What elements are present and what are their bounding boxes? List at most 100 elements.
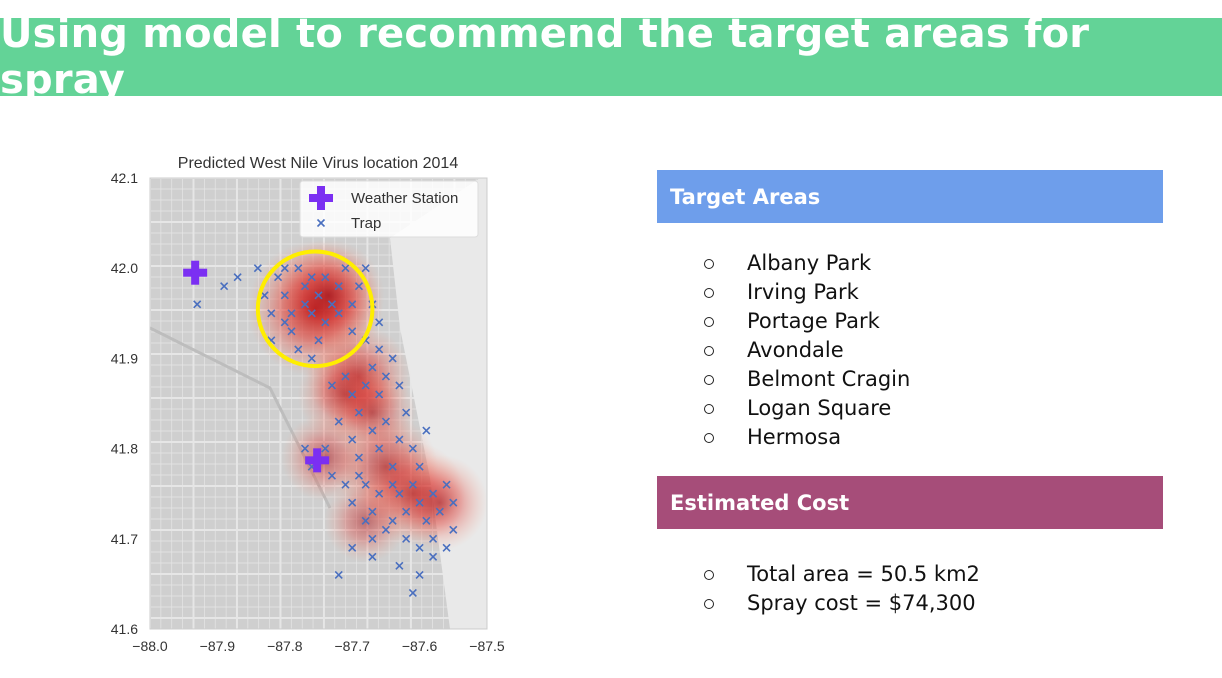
trap-point bbox=[368, 426, 377, 435]
trap-stroke bbox=[361, 516, 370, 525]
trap-stroke bbox=[321, 318, 330, 327]
plot-frame bbox=[149, 177, 488, 630]
weather-station-markers bbox=[183, 260, 330, 473]
trap-point bbox=[429, 489, 438, 498]
trap-stroke bbox=[368, 363, 377, 372]
x-tick-label: −87.5 bbox=[469, 638, 505, 654]
trap-stroke bbox=[348, 498, 357, 507]
trap-point bbox=[260, 291, 269, 300]
trap-point bbox=[348, 390, 357, 399]
trap-point bbox=[348, 327, 357, 336]
trap-stroke bbox=[449, 525, 458, 534]
trap-point bbox=[287, 327, 296, 336]
trap-point bbox=[395, 489, 404, 498]
trap-point bbox=[402, 408, 411, 417]
plot-area bbox=[150, 178, 487, 629]
trap-point bbox=[300, 300, 310, 309]
cost-item-spray-cost: Spray cost = $74,300 bbox=[657, 589, 1163, 618]
y-tick-label: 41.8 bbox=[111, 441, 138, 457]
trap-stroke bbox=[415, 543, 424, 552]
trap-point bbox=[348, 435, 357, 444]
trap-point bbox=[388, 462, 397, 471]
trap-point bbox=[429, 552, 438, 561]
trap-point bbox=[321, 318, 330, 327]
station-bar bbox=[313, 448, 322, 473]
trap-point bbox=[442, 543, 451, 552]
trap-point bbox=[334, 570, 343, 579]
trap-point bbox=[449, 525, 458, 534]
trap-point bbox=[273, 273, 283, 282]
trap-stroke bbox=[341, 372, 350, 381]
trap-stroke bbox=[415, 462, 424, 471]
trap-stroke bbox=[442, 543, 451, 552]
trap-stroke bbox=[334, 282, 343, 291]
trap-stroke bbox=[361, 480, 370, 489]
trap-point bbox=[361, 516, 370, 525]
trap-stroke bbox=[307, 309, 316, 318]
trap-point bbox=[300, 444, 310, 453]
legend-weather-station-icon bbox=[309, 186, 333, 210]
title-banner: Using model to recommend the target area… bbox=[0, 11, 1222, 103]
trap-stroke bbox=[334, 417, 343, 426]
trap-stroke bbox=[415, 498, 424, 507]
trap-stroke bbox=[233, 273, 242, 282]
trap-point bbox=[300, 282, 310, 291]
trap-point bbox=[354, 471, 364, 480]
trap-stroke bbox=[327, 381, 337, 390]
trap-stroke bbox=[402, 408, 411, 417]
trap-stroke bbox=[321, 273, 330, 282]
trap-point bbox=[422, 426, 431, 435]
trap-stroke bbox=[280, 264, 289, 273]
weather-station-point bbox=[183, 260, 208, 285]
trap-point bbox=[415, 498, 424, 507]
x-tick-label: −88.0 bbox=[132, 638, 168, 654]
trap-point bbox=[388, 480, 397, 489]
trap-stroke bbox=[402, 507, 411, 516]
x-tick-label: −87.8 bbox=[267, 638, 303, 654]
trap-point bbox=[375, 390, 384, 399]
trap-stroke bbox=[307, 273, 316, 282]
trap-point bbox=[341, 372, 350, 381]
trap-point bbox=[294, 264, 303, 273]
trap-point bbox=[368, 363, 377, 372]
trap-point bbox=[381, 372, 390, 381]
trap-point bbox=[307, 354, 316, 363]
trap-stroke bbox=[375, 318, 384, 327]
trap-point bbox=[408, 588, 417, 597]
trap-stroke bbox=[449, 498, 458, 507]
trap-stroke bbox=[402, 534, 411, 543]
trap-stroke bbox=[287, 309, 296, 318]
trap-stroke bbox=[327, 471, 337, 480]
trap-point bbox=[233, 273, 242, 282]
trap-point bbox=[381, 417, 390, 426]
trap-stroke bbox=[375, 444, 384, 453]
trap-point bbox=[354, 408, 364, 417]
trap-stroke bbox=[368, 507, 377, 516]
x-tick-label: −87.7 bbox=[334, 638, 370, 654]
trap-stroke bbox=[280, 318, 289, 327]
trap-stroke bbox=[422, 516, 431, 525]
trap-stroke bbox=[193, 300, 202, 309]
trap-point bbox=[442, 480, 451, 489]
y-tick-label: 41.7 bbox=[111, 531, 138, 547]
trap-stroke bbox=[348, 390, 357, 399]
wnv-prediction-map: Predicted West Nile Virus location 2014 … bbox=[111, 155, 505, 654]
target-areas-header: Target Areas bbox=[657, 170, 1163, 223]
trap-point bbox=[449, 498, 458, 507]
trap-point bbox=[361, 264, 370, 273]
trap-point bbox=[395, 381, 404, 390]
trap-point bbox=[280, 291, 289, 300]
trap-point bbox=[375, 489, 384, 498]
trap-markers bbox=[193, 264, 458, 597]
trap-point bbox=[321, 444, 330, 453]
trap-point bbox=[368, 507, 377, 516]
trap-stroke bbox=[341, 264, 350, 273]
trap-point bbox=[361, 480, 370, 489]
trap-point bbox=[435, 507, 444, 516]
trap-stroke bbox=[415, 570, 424, 579]
estimated-cost-header: Estimated Cost bbox=[657, 476, 1163, 529]
trap-stroke bbox=[294, 264, 303, 273]
x-tick-label: −87.9 bbox=[200, 638, 236, 654]
trap-stroke bbox=[300, 300, 310, 309]
trap-point bbox=[388, 516, 397, 525]
